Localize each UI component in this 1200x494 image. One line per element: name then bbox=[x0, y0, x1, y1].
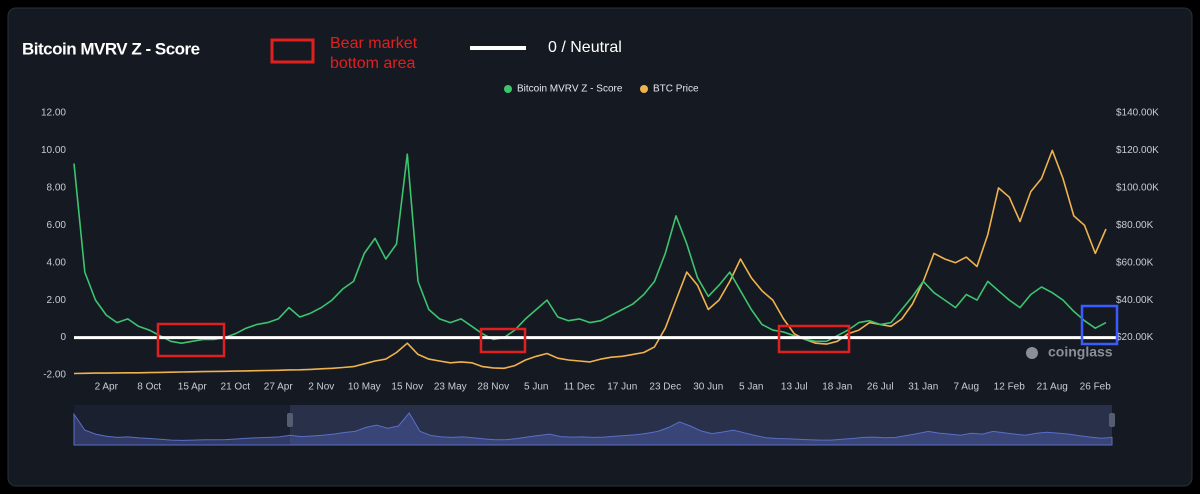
y2-tick-label: $80.00K bbox=[1116, 220, 1154, 231]
chart-title: Bitcoin MVRV Z - Score bbox=[22, 39, 200, 58]
x-tick-label: 28 Nov bbox=[477, 382, 509, 393]
bear-bottom-box bbox=[156, 322, 226, 358]
bear-bottom-box bbox=[777, 324, 851, 354]
x-tick-label: 7 Aug bbox=[953, 382, 979, 393]
legend-marker bbox=[504, 85, 512, 93]
annotation: 0 / Neutral bbox=[548, 39, 622, 56]
x-tick-label: 23 May bbox=[434, 382, 467, 393]
x-tick-label: 12 Feb bbox=[994, 382, 1026, 393]
x-tick-label: 27 Apr bbox=[264, 382, 294, 393]
legend-box-icon bbox=[270, 38, 315, 64]
x-tick-label: 21 Oct bbox=[221, 382, 251, 393]
x-tick-label: 13 Jul bbox=[781, 382, 808, 393]
x-tick-label: 21 Aug bbox=[1037, 382, 1068, 393]
y-tick-label: 6.00 bbox=[47, 220, 67, 231]
x-tick-label: 31 Jan bbox=[908, 382, 938, 393]
watermark-icon bbox=[1026, 347, 1038, 359]
x-tick-label: 26 Jul bbox=[867, 382, 894, 393]
series-line bbox=[73, 153, 1107, 344]
y2-tick-label: $140.00K bbox=[1116, 108, 1159, 119]
bear-bottom-box bbox=[479, 327, 527, 354]
x-tick-label: 10 May bbox=[348, 382, 381, 393]
navigator-handle bbox=[287, 413, 293, 427]
x-tick-label: 5 Jun bbox=[524, 382, 548, 393]
legend-label: BTC Price bbox=[653, 84, 699, 95]
series-line bbox=[73, 149, 1107, 375]
y2-tick-label: $40.00K bbox=[1116, 295, 1154, 306]
y2-tick-label: $120.00K bbox=[1116, 145, 1159, 156]
card bbox=[7, 7, 1193, 487]
navigator-selection bbox=[290, 405, 1112, 445]
x-tick-label: 17 Jun bbox=[607, 382, 637, 393]
y2-tick-label: $100.00K bbox=[1116, 182, 1159, 193]
y-tick-label: 12.00 bbox=[41, 108, 66, 119]
x-tick-label: 8 Oct bbox=[137, 382, 161, 393]
legend-marker bbox=[640, 85, 648, 93]
navigator-area bbox=[73, 412, 1113, 446]
y-tick-label: 8.00 bbox=[47, 182, 67, 193]
navigator-handle bbox=[1109, 413, 1115, 427]
x-tick-label: 15 Nov bbox=[391, 382, 423, 393]
x-tick-label: 23 Dec bbox=[649, 382, 681, 393]
y-tick-label: 4.00 bbox=[47, 257, 67, 268]
x-tick-label: 26 Feb bbox=[1080, 382, 1112, 393]
x-tick-label: 2 Apr bbox=[95, 382, 119, 393]
y-tick-label: -2.00 bbox=[43, 370, 66, 381]
x-tick-label: 18 Jan bbox=[822, 382, 852, 393]
x-tick-label: 2 Nov bbox=[308, 382, 334, 393]
y-tick-label: 0 bbox=[60, 332, 66, 343]
annotation: Bear market bottom area bbox=[330, 35, 418, 72]
watermark: coinglass bbox=[1048, 344, 1113, 360]
x-tick-label: 11 Dec bbox=[564, 382, 595, 393]
y2-tick-label: $20.00K bbox=[1116, 332, 1154, 343]
y2-tick-label: $60.00K bbox=[1116, 257, 1154, 268]
current-box bbox=[1080, 304, 1119, 346]
y-tick-label: 2.00 bbox=[47, 295, 67, 306]
x-tick-label: 15 Apr bbox=[178, 382, 208, 393]
x-tick-label: 30 Jun bbox=[693, 382, 723, 393]
x-tick-label: 5 Jan bbox=[739, 382, 763, 393]
legend-label: Bitcoin MVRV Z - Score bbox=[517, 84, 623, 95]
y-tick-label: 10.00 bbox=[41, 145, 66, 156]
